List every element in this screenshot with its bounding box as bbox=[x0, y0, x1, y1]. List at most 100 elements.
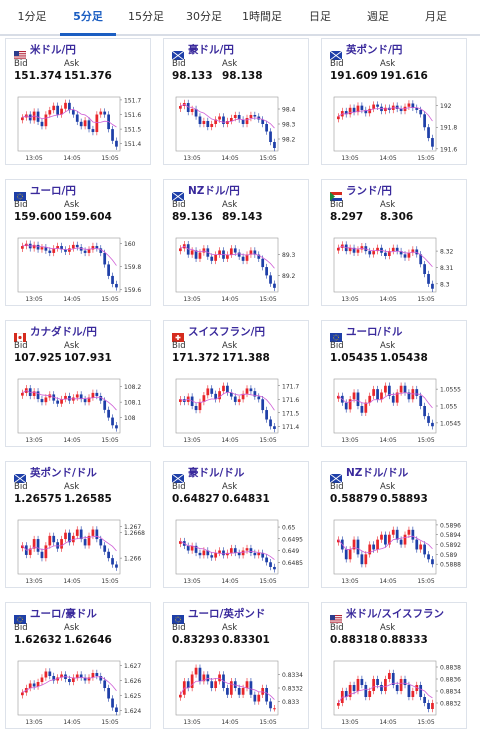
candle bbox=[99, 676, 103, 681]
pair-name[interactable]: ユーロ/円 bbox=[30, 185, 76, 197]
tab-daily[interactable]: 日足 bbox=[309, 10, 331, 23]
pair-name[interactable]: NZドル/円 bbox=[188, 185, 240, 197]
y-tick-label: 1.624 bbox=[124, 708, 141, 715]
rate-card[interactable]: ユーロ/英ポンド Bid Ask 0.83293 0.83301 0.8334 0.8332… bbox=[163, 602, 309, 729]
candle bbox=[391, 247, 395, 252]
pair-name[interactable]: ユーロ/豪ドル bbox=[30, 608, 97, 620]
candle bbox=[198, 252, 202, 259]
rate-card[interactable]: ランド/円 Bid Ask 8.297 8.306 8.32 8.31 8.3 13:05 14:… bbox=[321, 179, 467, 306]
candle bbox=[407, 392, 411, 400]
tab-5min[interactable]: 5分足 bbox=[60, 0, 116, 36]
rate-card[interactable]: NZドル/円 Bid Ask 89.136 89.143 89.3 89.2 13:05 14:… bbox=[163, 179, 309, 306]
tab-monthly[interactable]: 月足 bbox=[425, 10, 447, 23]
pair-name[interactable]: ランド/円 bbox=[346, 185, 392, 197]
rate-card[interactable]: ユーロ/ドル Bid Ask 1.05435 1.05438 1.0555 1.055 1.0… bbox=[321, 320, 467, 447]
rate-card[interactable]: 豪ドル/ドル Bid Ask 0.64827 0.64831 0.65 0.6495 0.64… bbox=[163, 461, 309, 588]
candle bbox=[241, 550, 245, 556]
pair-name[interactable]: 豪ドル/ドル bbox=[188, 467, 245, 479]
x-tick-label: 15:05 bbox=[101, 578, 118, 585]
pair-name[interactable]: ユーロ/ドル bbox=[346, 326, 403, 338]
y-tick-label: 98.3 bbox=[282, 122, 296, 129]
candle bbox=[376, 247, 379, 252]
tab-1min[interactable]: 1分足 bbox=[17, 10, 47, 23]
candle bbox=[391, 529, 395, 535]
candle bbox=[21, 392, 24, 396]
rate-card[interactable]: 英ポンド/円 Bid Ask 191.609 191.616 192 191.8 191.6 1… bbox=[321, 38, 467, 165]
candle bbox=[44, 114, 48, 127]
x-tick-label: 13:05 bbox=[25, 296, 42, 303]
tab-15min[interactable]: 15分足 bbox=[128, 10, 164, 23]
candle bbox=[48, 394, 52, 398]
candle bbox=[60, 539, 63, 549]
candle bbox=[194, 667, 198, 675]
tab-weekly[interactable]: 週足 bbox=[367, 10, 389, 23]
candle bbox=[376, 104, 379, 107]
candle bbox=[83, 399, 87, 403]
tab-30min[interactable]: 30分足 bbox=[186, 10, 222, 23]
candle bbox=[226, 385, 229, 393]
tab-1hour[interactable]: 1時間足 bbox=[242, 10, 282, 23]
candle bbox=[111, 275, 114, 284]
rate-card[interactable]: ユーロ/円 Bid Ask 159.600 159.604 160 159.8 159.6 13… bbox=[5, 179, 151, 306]
candle bbox=[95, 529, 99, 540]
pair-name[interactable]: 豪ドル/円 bbox=[188, 44, 234, 56]
plot-area bbox=[175, 237, 279, 293]
candle bbox=[348, 549, 352, 560]
rate-card[interactable]: 米ドル/円 Bid Ask 151.374 151.376 151.7 151.6 151.5… bbox=[5, 38, 151, 165]
moving-average-line bbox=[180, 391, 275, 411]
candle bbox=[356, 679, 360, 691]
rate-card[interactable]: スイスフラン/円 Bid Ask 171.372 171.388 171.7 171.6 17… bbox=[163, 320, 309, 447]
candle bbox=[395, 392, 399, 403]
candle bbox=[210, 124, 214, 127]
moving-average-line bbox=[180, 677, 275, 700]
candle bbox=[99, 111, 103, 115]
bid-value: 151.374 bbox=[14, 70, 62, 82]
bid-value: 1.05435 bbox=[330, 352, 378, 364]
pair-name[interactable]: 英ポンド/円 bbox=[346, 44, 403, 56]
pair-name[interactable]: ユーロ/英ポンド bbox=[188, 608, 266, 620]
rate-card[interactable]: 英ポンド/ドル Bid Ask 1.26575 1.26585 1.267 1.2668 1.… bbox=[5, 461, 151, 588]
candle bbox=[352, 539, 356, 550]
candle bbox=[198, 552, 202, 556]
candle bbox=[384, 679, 387, 691]
candle bbox=[103, 400, 107, 410]
rate-card[interactable]: 米ドル/スイスフラン Bid Ask 0.88318 0.88333 0.8838 0.88… bbox=[321, 602, 467, 729]
pair-name[interactable]: NZドル/ドル bbox=[346, 467, 409, 479]
x-tick-label: 14:05 bbox=[63, 296, 80, 303]
pair-name[interactable]: 米ドル/円 bbox=[30, 44, 76, 56]
candle bbox=[431, 138, 434, 147]
rate-card[interactable]: カナダドル/円 Bid Ask 107.925 107.931 108.2 108.1 108… bbox=[5, 320, 151, 447]
x-tick-label: 13:05 bbox=[25, 578, 42, 585]
candle bbox=[56, 246, 60, 249]
pair-name[interactable]: 英ポンド/ドル bbox=[30, 467, 97, 479]
candle bbox=[56, 542, 60, 549]
candle bbox=[265, 124, 268, 132]
rate-card[interactable]: NZドル/ドル Bid Ask 0.58879 0.58893 0.5896 0.5894 0… bbox=[321, 461, 467, 588]
candle bbox=[273, 283, 276, 288]
candle bbox=[103, 680, 107, 688]
rate-card[interactable]: ユーロ/豪ドル Bid Ask 1.62632 1.62646 1.627 1.626 1.6… bbox=[5, 602, 151, 729]
pair-name[interactable]: 米ドル/スイスフラン bbox=[346, 608, 445, 620]
candle bbox=[71, 110, 75, 115]
pair-name[interactable]: スイスフラン/円 bbox=[188, 326, 266, 338]
y-tick-label: 151.4 bbox=[124, 141, 141, 148]
candle bbox=[64, 102, 67, 109]
x-tick-label: 13:05 bbox=[183, 155, 200, 162]
x-tick-label: 13:05 bbox=[25, 719, 42, 726]
candle bbox=[111, 558, 114, 565]
x-tick-label: 13:05 bbox=[25, 437, 42, 444]
candle bbox=[233, 548, 237, 553]
candle bbox=[48, 250, 52, 253]
candle bbox=[253, 391, 257, 397]
candle bbox=[368, 108, 372, 114]
candle bbox=[194, 545, 198, 553]
candle bbox=[32, 391, 36, 396]
x-tick-label: 15:05 bbox=[259, 578, 276, 585]
candle bbox=[32, 683, 36, 687]
candle bbox=[261, 258, 265, 268]
pair-name[interactable]: カナダドル/円 bbox=[30, 326, 97, 338]
candle bbox=[237, 688, 241, 695]
rate-card[interactable]: 豪ドル/円 Bid Ask 98.133 98.138 98.4 98.3 98.2 13:05… bbox=[163, 38, 309, 165]
candle bbox=[427, 554, 430, 560]
currency-flag-icon bbox=[329, 327, 343, 343]
